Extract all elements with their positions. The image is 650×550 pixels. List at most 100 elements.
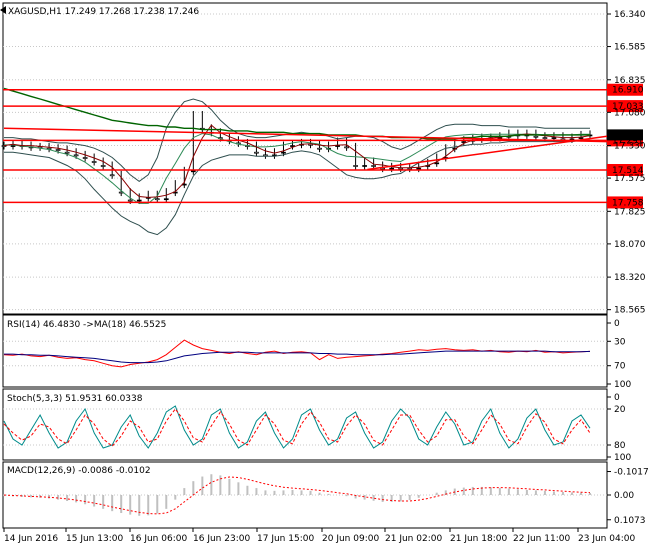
time-tick-label: 15 Jun 13:00 <box>66 534 123 544</box>
level-tag <box>607 196 643 209</box>
price-axis: 18.565 18.320 18.070 17.825 17.575 17.330 17.0… <box>607 10 646 316</box>
candle-body <box>281 151 286 154</box>
rsi-axis: 100 70 30 0 <box>607 319 631 390</box>
candle-body <box>254 151 259 154</box>
chart-type-icon <box>0 6 6 14</box>
level-tag <box>607 164 643 177</box>
macd-tick-label: -0.1017 <box>614 468 649 478</box>
stoch-series <box>3 405 591 449</box>
candle-body <box>533 135 539 138</box>
stoch-axis: 100 80 20 0 <box>607 393 631 463</box>
macd-axis: 0.1073 0.00 -0.1017 <box>607 468 649 526</box>
main-panel-frame <box>2 2 608 315</box>
stoch-signal-line <box>3 408 591 447</box>
candle-body <box>362 165 367 167</box>
time-tick-label: 21 Jun 18:00 <box>450 534 507 544</box>
price-tick-label: 17.330 <box>614 142 646 152</box>
candle-body <box>551 137 557 139</box>
stoch-panel[interactable]: 100 80 20 0 Stoch(5,3,3) 51.9531 60.0338 <box>2 388 631 463</box>
price-tick-label: 16.585 <box>614 43 646 53</box>
rsi-tick-label: 100 <box>614 380 631 390</box>
main-series <box>1 87 608 236</box>
main-header: XAGUSD,H1 17.249 17.268 17.238 17.246 <box>8 7 199 17</box>
candle-body <box>163 198 169 201</box>
candle-body <box>353 165 358 167</box>
candle-body <box>434 162 440 165</box>
time-tick-label: 17 Jun 15:00 <box>257 534 314 544</box>
stoch-main-line <box>3 405 591 449</box>
candle-body <box>380 167 385 170</box>
candle-body <box>416 167 422 170</box>
price-tick-label: 17.080 <box>614 108 646 118</box>
price-tick-label: 16.340 <box>614 10 646 20</box>
horizontal-levels[interactable]: 17.758 17.514 17.291 17.033 16.910 17.246 <box>3 83 644 209</box>
level-tag-label: 17.291 <box>612 136 644 146</box>
candle-body <box>136 199 142 202</box>
stoch-tick-label: 100 <box>614 453 631 463</box>
price-tick-label: 17.825 <box>614 207 646 217</box>
time-tick-label: 21 Jun 02:00 <box>385 534 442 544</box>
candle-body <box>389 167 395 170</box>
rsi-panel[interactable]: 100 70 30 0 RSI(14) 46.4830 ->MA(18) 46.552… <box>2 314 631 390</box>
level-tag-label: 17.514 <box>612 166 644 176</box>
stoch-tick-label: 80 <box>614 441 626 451</box>
candle-body <box>64 151 70 154</box>
rsi-tick-label: 30 <box>614 337 626 347</box>
level-tag-label: 17.758 <box>612 198 644 208</box>
price-tick-label: 18.565 <box>614 306 646 316</box>
candle-body <box>10 145 16 147</box>
price-tick-label: 17.575 <box>614 174 646 184</box>
trendline-falling <box>367 135 608 171</box>
candle-body <box>127 199 133 202</box>
macd-tick-label: 0.1073 <box>614 516 646 526</box>
time-tick-label: 20 Jun 09:00 <box>322 534 379 544</box>
candle-body <box>109 174 115 177</box>
candle-body <box>398 167 404 170</box>
time-tick-label: 14 Jun 2016 <box>4 534 58 544</box>
current-price-label: 17.246 <box>612 131 644 141</box>
candle-body <box>91 161 97 163</box>
stoch-header: Stoch(5,3,3) 51.9531 60.0338 <box>7 394 143 404</box>
bollinger-middle <box>4 133 590 204</box>
rsi-ma-line <box>4 350 591 364</box>
time-tick-label: 16 Jun 23:00 <box>193 534 250 544</box>
time-tick-label: 23 Jun 04:00 <box>578 534 635 544</box>
rsi-series <box>3 339 591 368</box>
candle-body <box>578 137 584 139</box>
candle-body <box>154 198 160 201</box>
macd-header: MACD(12,26,9) -0.0086 -0.0102 <box>7 466 151 476</box>
bollinger-upper <box>4 139 590 236</box>
fast-moving-average <box>3 124 591 198</box>
price-tick-label: 16.835 <box>614 76 646 86</box>
candle-body <box>461 141 467 143</box>
candle-body <box>55 149 61 151</box>
stoch-tick-label: 0 <box>614 393 620 403</box>
candle-body <box>290 145 295 147</box>
macd-series <box>3 474 591 516</box>
trendline-rising <box>3 127 608 143</box>
level-tag-label: 17.033 <box>612 102 644 112</box>
candle-body <box>317 147 322 150</box>
level-tag <box>607 100 643 113</box>
stoch-tick-label: 20 <box>614 405 626 415</box>
rsi-tick-label: 70 <box>614 362 626 372</box>
level-tag <box>607 83 643 96</box>
rsi-header: RSI(14) 46.4830 ->MA(18) 46.5525 <box>7 320 166 330</box>
candle-body <box>100 165 106 167</box>
candle-body <box>82 157 88 159</box>
time-tick-label: 16 Jun 06:00 <box>130 534 187 544</box>
slow-moving-average <box>3 87 590 140</box>
macd-panel[interactable]: 0.1073 0.00 -0.1017 MACD(12,26,9) -0.0086 … <box>2 461 649 529</box>
candle-body <box>73 154 79 157</box>
current-price-tag <box>607 129 643 141</box>
candle-body <box>371 165 376 167</box>
price-tick-label: 18.070 <box>614 240 646 250</box>
time-axis: 14 Jun 2016 15 Jun 13:00 16 Jun 06:00 16 Ju… <box>3 528 635 544</box>
time-tick-label: 22 Jun 11:00 <box>513 534 570 544</box>
level-tag-label: 16.910 <box>612 86 644 96</box>
main-panel[interactable]: 17.758 17.514 17.291 17.033 16.910 17.246 18.… <box>0 2 646 316</box>
candle-body <box>542 137 548 139</box>
candle-body <box>344 146 349 149</box>
price-tick-label: 18.320 <box>614 273 646 283</box>
